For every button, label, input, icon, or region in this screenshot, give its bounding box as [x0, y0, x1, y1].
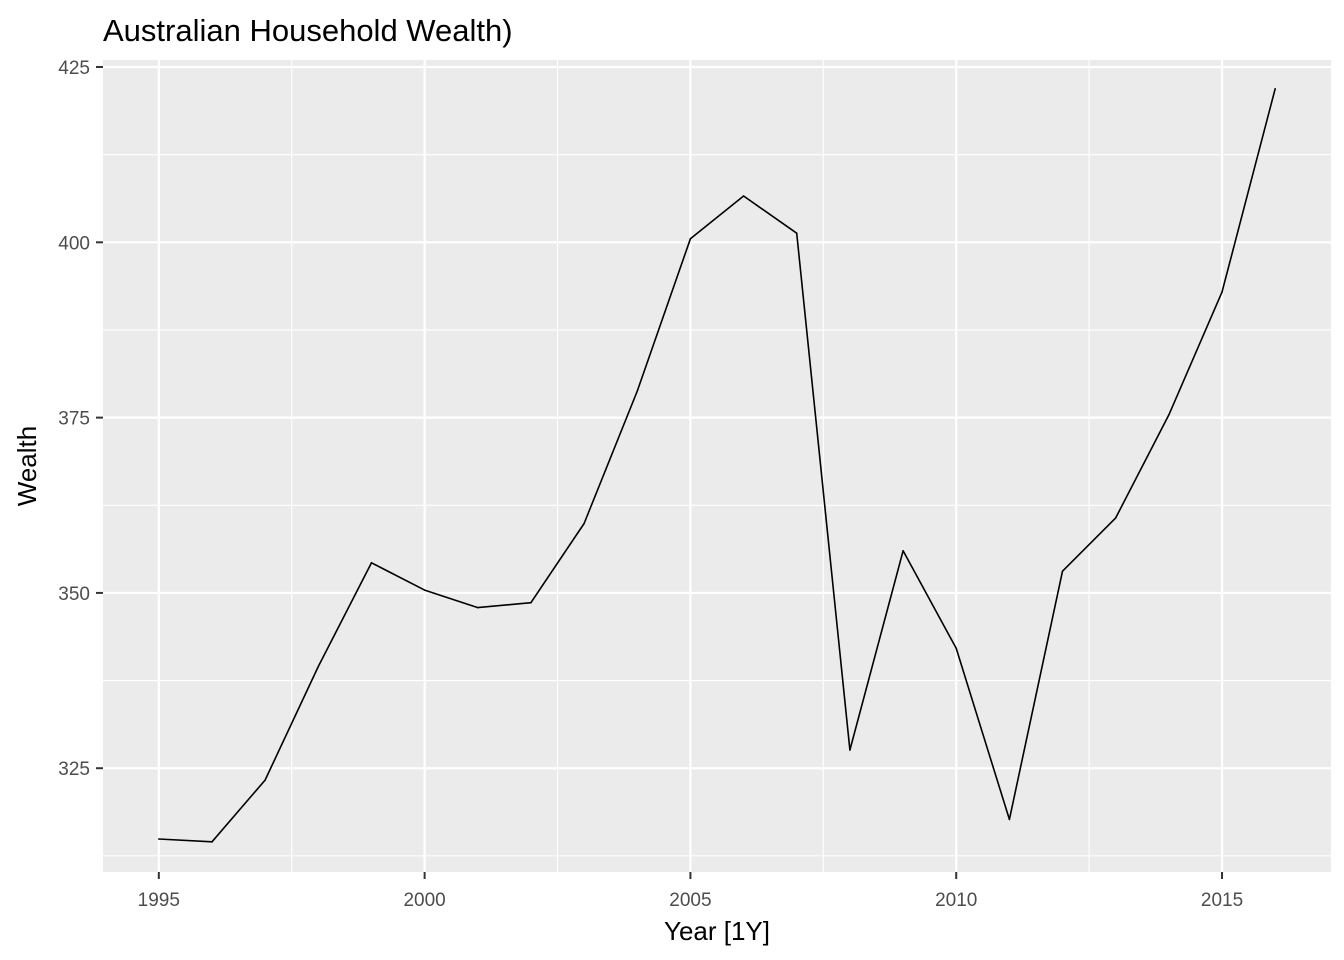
- data-point: [370, 561, 373, 564]
- data-point: [742, 195, 745, 197]
- data-point: [583, 522, 585, 525]
- data-point: [423, 589, 426, 591]
- x-tick-label: 2010: [935, 890, 977, 911]
- data-point: [849, 749, 851, 751]
- x-tick-label: 2000: [403, 890, 445, 911]
- y-axis-title: Wealth: [12, 426, 42, 506]
- y-tick-label: 350: [58, 584, 90, 605]
- data-point: [1221, 291, 1223, 293]
- data-point: [902, 550, 904, 552]
- x-axis-title: Year [1Y]: [664, 916, 770, 946]
- data-point: [1274, 87, 1276, 90]
- x-axis: 1995 2000 2005 2010 2015: [138, 872, 1243, 911]
- data-point: [158, 838, 160, 840]
- data-point: [264, 779, 266, 781]
- y-tick-label: 375: [58, 409, 90, 430]
- chart-title: Australian Household Wealth): [103, 13, 513, 48]
- y-tick-label: 325: [58, 759, 90, 780]
- series-line: [158, 88, 1276, 843]
- y-axis: 325 350 375 400 425: [58, 58, 103, 780]
- y-tick-label: 425: [58, 58, 90, 79]
- data-point: [1061, 570, 1064, 572]
- minor-gridlines: [103, 60, 1331, 872]
- data-point: [530, 601, 532, 604]
- data-point: [955, 647, 958, 650]
- data-point: [1008, 818, 1011, 821]
- major-gridlines: [103, 60, 1331, 872]
- data-point: [689, 238, 692, 240]
- data-point: [1114, 517, 1117, 519]
- data-point: [1168, 414, 1170, 416]
- data-point: [795, 232, 798, 234]
- x-tick-label: 1995: [138, 890, 180, 911]
- plot-panel: [103, 60, 1331, 872]
- series-layer: [158, 87, 1276, 843]
- data-point: [476, 606, 479, 609]
- data-point: [317, 665, 320, 668]
- x-tick-label: 2005: [669, 890, 711, 911]
- x-tick-label: 2015: [1201, 890, 1243, 911]
- data-point: [211, 841, 213, 843]
- y-tick-label: 400: [58, 233, 90, 254]
- data-point: [636, 390, 639, 392]
